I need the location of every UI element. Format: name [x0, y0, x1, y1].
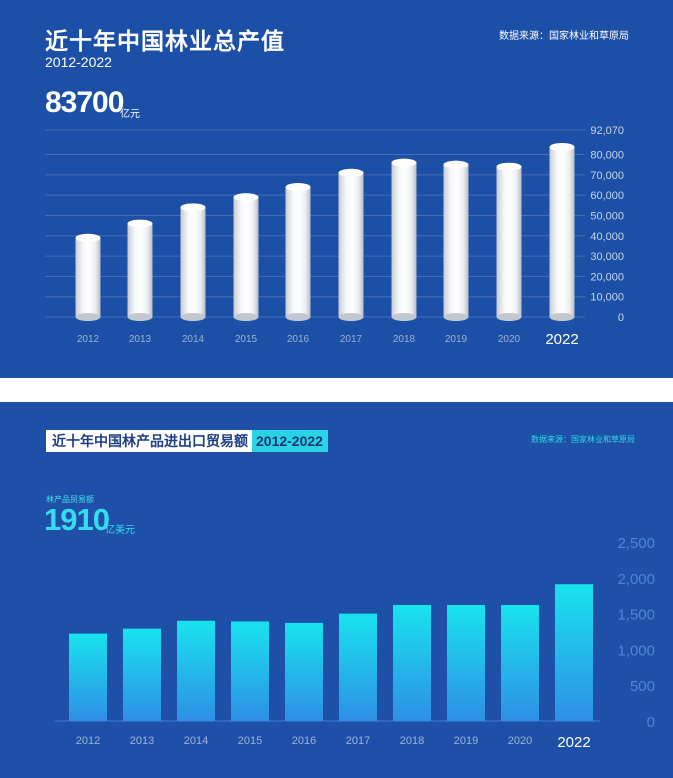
y-tick-label: 40,000 [590, 231, 624, 243]
bar-top [338, 168, 364, 177]
y-tick-label: 1,000 [617, 642, 655, 659]
bar-base [180, 313, 206, 321]
bar-base [549, 313, 575, 321]
x-tick-label: 2015 [238, 735, 262, 747]
panel1-years: 2012-2022 [45, 54, 112, 70]
bar-top [443, 160, 469, 169]
y-tick-label: 30,000 [590, 251, 624, 263]
bar-base [338, 313, 364, 321]
x-tick-label: 2014 [182, 334, 205, 345]
y-tick-label: 20,000 [590, 271, 624, 283]
x-tick-label: 2016 [287, 334, 310, 345]
bar-base [285, 313, 311, 321]
x-tick-label: 2022 [557, 734, 590, 751]
x-tick-label: 2017 [340, 334, 363, 345]
x-tick-label: 2014 [184, 735, 208, 747]
bar-top [75, 233, 101, 242]
bar [501, 605, 539, 721]
bar [285, 622, 323, 721]
bar [447, 605, 485, 721]
x-tick-label: 2016 [292, 735, 316, 747]
panel2-highlight-label: 林产品贸易额 [46, 495, 94, 504]
x-tick-label: 2022 [545, 331, 578, 348]
bar-top [496, 162, 522, 171]
bar-body [443, 164, 469, 317]
panel2-years: 2012-2022 [252, 430, 328, 452]
panel1-source: 数据来源：国家林业和草原局 [499, 31, 629, 42]
x-tick-label: 2020 [508, 735, 532, 747]
panel2-title: 近十年中国林产品进出口贸易额 [46, 430, 252, 452]
panel2-highlight-value: 1910 [44, 502, 110, 537]
forestry-output-panel: 近十年中国林业总产值 2012-2022 数据来源：国家林业和草原局 83700… [0, 0, 673, 378]
bar-body [338, 172, 364, 317]
x-tick-label: 2012 [77, 334, 100, 345]
bar-body [127, 223, 153, 317]
x-tick-label: 2017 [346, 735, 370, 747]
y-tick-label: 0 [618, 312, 624, 324]
bar-top [180, 203, 206, 212]
bar-body [549, 147, 575, 317]
bar [339, 613, 377, 721]
bar-top [391, 158, 417, 167]
y-tick-label: 1,500 [617, 607, 655, 624]
y-tick-label: 70,000 [590, 170, 624, 182]
y-tick-label: 10,000 [590, 292, 624, 304]
x-tick-label: 2013 [129, 334, 152, 345]
bar [231, 621, 269, 721]
x-tick-label: 2015 [235, 334, 258, 345]
x-tick-label: 2019 [454, 735, 478, 747]
bar-top [233, 193, 259, 202]
bar-body [496, 166, 522, 317]
y-tick-label: 500 [630, 678, 655, 695]
bar [177, 620, 215, 721]
y-tick-label: 50,000 [590, 210, 624, 222]
bar [393, 605, 431, 721]
panel1-highlight-value: 83700 [45, 86, 124, 119]
x-tick-label: 2018 [393, 334, 416, 345]
panel1-title: 近十年中国林业总产值 [45, 28, 285, 54]
bar-base [496, 313, 522, 321]
bar-top [127, 219, 153, 228]
bar-base [443, 313, 469, 321]
y-tick-label: 2,500 [617, 535, 655, 552]
panel2-title-box: 近十年中国林产品进出口贸易额 2012-2022 [46, 430, 328, 452]
bar [69, 633, 107, 721]
bar-base [75, 313, 101, 321]
y-tick-label: 80,000 [590, 150, 624, 162]
bar-body [233, 197, 259, 317]
y-tick-label: 60,000 [590, 190, 624, 202]
panel1-highlight-unit: 亿元 [120, 109, 140, 120]
bar-body [75, 237, 101, 317]
x-tick-label: 2019 [445, 334, 468, 345]
output-bar-chart: 92,070 80,000 70,000 60,000 50,000 40,000 30,0… [45, 125, 624, 348]
panel2-source: 数据来源：国家林业和草原局 [531, 435, 635, 444]
bar-top [549, 143, 575, 151]
y-tick-label: 92,070 [590, 125, 624, 137]
trade-volume-panel: 近十年中国林产品进出口贸易额 2012-2022 数据来源：国家林业和草原局 林… [0, 402, 673, 778]
bar-base [127, 313, 153, 321]
bar [123, 628, 161, 721]
x-tick-label: 2018 [400, 735, 424, 747]
y-tick-label: 2,000 [617, 571, 655, 588]
x-tick-label: 2020 [498, 334, 521, 345]
panel2-highlight-unit: 亿美元 [105, 525, 135, 536]
bar-body [180, 207, 206, 317]
bar-base [233, 313, 259, 321]
y-tick-label: 0 [647, 714, 655, 731]
bar [555, 584, 593, 721]
x-tick-label: 2013 [130, 735, 154, 747]
trade-bar-chart: 2,500 2,000 1,500 1,000 500 0 2012 2013 2014 2015… [55, 535, 655, 751]
bar-body [391, 162, 417, 317]
bar-base [391, 313, 417, 321]
bar-top [285, 183, 311, 192]
x-tick-label: 2012 [76, 735, 100, 747]
bar-body [285, 187, 311, 317]
